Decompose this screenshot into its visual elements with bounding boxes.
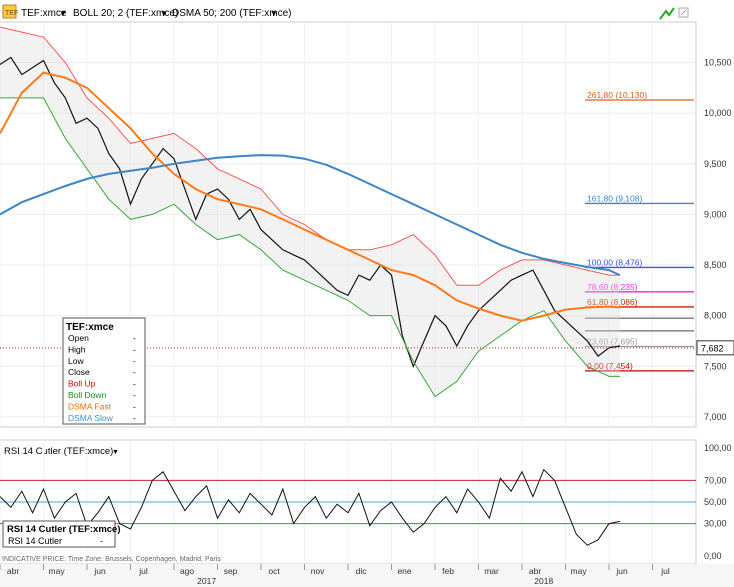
x-tick-label: mar xyxy=(484,566,499,576)
fib-level-label: 61,80 (8,086) xyxy=(587,297,638,307)
x-tick-label: sep xyxy=(224,566,238,576)
rsi-y-tick-label: 50,00 xyxy=(704,497,727,507)
legend-row-value: - xyxy=(133,379,136,389)
legend-row-value: - xyxy=(133,344,136,354)
price-grid xyxy=(0,22,696,427)
fib-level-label: 23,60 (7,695) xyxy=(587,337,638,347)
legend-row-label: Open xyxy=(68,333,89,343)
legend-row-value: - xyxy=(133,390,136,400)
x-tick-label: jul xyxy=(660,566,670,576)
current-price-label: 7,682 xyxy=(701,343,724,353)
legend-box: TEF:xmce Open - High - Low - Close - Boll Up - Bol… xyxy=(62,317,146,425)
legend-row-label: Boll Up xyxy=(68,379,96,389)
rsi-legend-box xyxy=(2,520,116,548)
legend-rows: Open - High - Low - Close - Boll Up - Boll Down - DS… xyxy=(68,333,136,423)
legend-row-label: Low xyxy=(68,356,84,366)
rsi-series-line xyxy=(0,468,620,546)
series-close xyxy=(0,56,620,368)
x-tick-label: may xyxy=(49,566,66,576)
x-tick-label: jul xyxy=(138,566,148,576)
x-tick-label: ago xyxy=(180,566,194,576)
fib-level-label: 261,80 (10,130) xyxy=(587,90,647,100)
fib-level-label: 78,60 (8,235) xyxy=(587,282,638,292)
price-series xyxy=(0,26,621,398)
fib-level-label: 100,00 (8,476) xyxy=(587,257,642,267)
trend-up-icon[interactable] xyxy=(659,7,675,20)
x-tick-label: jun xyxy=(93,566,106,576)
chevron-down-icon[interactable]: ▼ xyxy=(270,9,278,18)
fib-level-label: 0,00 (7,454) xyxy=(587,361,633,371)
chevron-down-icon[interactable]: ▼ xyxy=(112,449,119,456)
x-year-label: 2018 xyxy=(534,576,553,586)
rsi-legend-value: - xyxy=(100,536,103,546)
legend-row-label: Close xyxy=(68,367,90,377)
price-y-tick-label: 9,000 xyxy=(704,209,727,219)
rsi-panel[interactable]: RSI 14 Cutler (TEF:xmce) ▼ 0,00 30,00 50,0… xyxy=(0,439,732,565)
rsi-y-tick-label: 70,00 xyxy=(704,475,727,485)
x-tick-label: abr xyxy=(7,566,19,576)
window-settings-icon-mark xyxy=(680,9,687,16)
legend-row-value: - xyxy=(133,356,136,366)
price-y-tick-label: 8,000 xyxy=(704,311,727,321)
rsi-y-axis: 0,00 30,00 50,00 70,00 100,00 xyxy=(704,443,732,561)
toolbar: TEF TEF:xmce ▼ BOLL 20; 2 (TEF:xmce) ▼ D… xyxy=(2,4,689,20)
footer-note: INDICATIVE PRICE: Time Zone: Brussels, C… xyxy=(2,556,221,563)
price-y-tick-label: 7,000 xyxy=(704,412,727,422)
series-boll-up xyxy=(0,26,620,286)
chevron-down-icon[interactable]: ▼ xyxy=(160,9,168,18)
x-tick-label: oct xyxy=(268,566,280,576)
fibonacci-levels: 261,80 (10,130) 161,80 (9,108) 100,00 (8,4… xyxy=(585,90,694,372)
x-tick-label: may xyxy=(571,566,588,576)
toolbar-symbol[interactable]: TEF:xmce xyxy=(21,8,67,19)
price-y-tick-label: 10,500 xyxy=(704,58,732,68)
rsi-legend-title: RSI 14 Cutler (TEF:xmce) xyxy=(7,524,121,535)
legend-row-value: - xyxy=(133,333,136,343)
current-price-box xyxy=(696,340,734,356)
toolbar-dsma[interactable]: DSMA 50; 200 (TEF:xmce) xyxy=(172,8,291,19)
x-tick-label: dic xyxy=(356,566,368,576)
price-y-tick-label: 8,500 xyxy=(704,260,727,270)
legend-row-label: Boll Down xyxy=(68,390,107,400)
tef-icon[interactable] xyxy=(2,4,17,19)
x-tick-label: jun xyxy=(615,566,628,576)
window-settings-icon[interactable] xyxy=(678,7,689,18)
rsi-legend-row: RSI 14 Cutler xyxy=(8,536,62,546)
x-tick-label: ene xyxy=(397,566,411,576)
rsi-y-tick-label: 30,00 xyxy=(704,519,727,529)
legend-row-value: - xyxy=(133,413,136,423)
toolbar-bollinger[interactable]: BOLL 20; 2 (TEF:xmce) xyxy=(73,8,178,19)
legend-box-frame xyxy=(62,317,146,425)
current-price-marker: 7,682 xyxy=(0,340,734,356)
legend-row-value: - xyxy=(133,401,136,411)
x-tick-label: nov xyxy=(311,566,325,576)
x-axis-band xyxy=(0,564,734,587)
chevron-down-icon[interactable]: ▼ xyxy=(59,9,67,18)
price-y-tick-label: 10,000 xyxy=(704,108,732,118)
rsi-y-tick-label: 100,00 xyxy=(704,443,732,453)
rsi-y-tick-label: 0,00 xyxy=(704,551,722,561)
legend-row-label: High xyxy=(68,344,86,354)
tef-icon-label: TEF xyxy=(5,10,18,17)
series-dsma-slow xyxy=(0,154,621,277)
rsi-levels xyxy=(0,479,696,525)
legend-row-label: DSMA Fast xyxy=(68,401,112,411)
legend-title: TEF:xmce xyxy=(66,322,114,333)
fib-level-label: 161,80 (9,108) xyxy=(587,193,642,203)
series-dsma-fast xyxy=(0,71,620,322)
x-axis: abr may jun jul ago sep oct nov dic ene feb mar abr m… xyxy=(0,564,734,587)
rsi-header[interactable]: RSI 14 Cutler (TEF:xmce) xyxy=(4,446,113,457)
legend-row-value: - xyxy=(133,367,136,377)
rsi-series xyxy=(0,468,620,546)
price-y-axis: 7,000 7,500 8,000 8,500 9,000 9,500 10,000 10,5… xyxy=(704,58,732,422)
x-year-label: 2017 xyxy=(197,576,216,586)
price-y-tick-label: 9,500 xyxy=(704,159,727,169)
legend-row-label: DSMA Slow xyxy=(68,413,114,423)
x-tick-label: abr xyxy=(529,566,541,576)
x-tick-label: feb xyxy=(442,566,454,576)
price-y-tick-label: 7,500 xyxy=(704,361,727,371)
